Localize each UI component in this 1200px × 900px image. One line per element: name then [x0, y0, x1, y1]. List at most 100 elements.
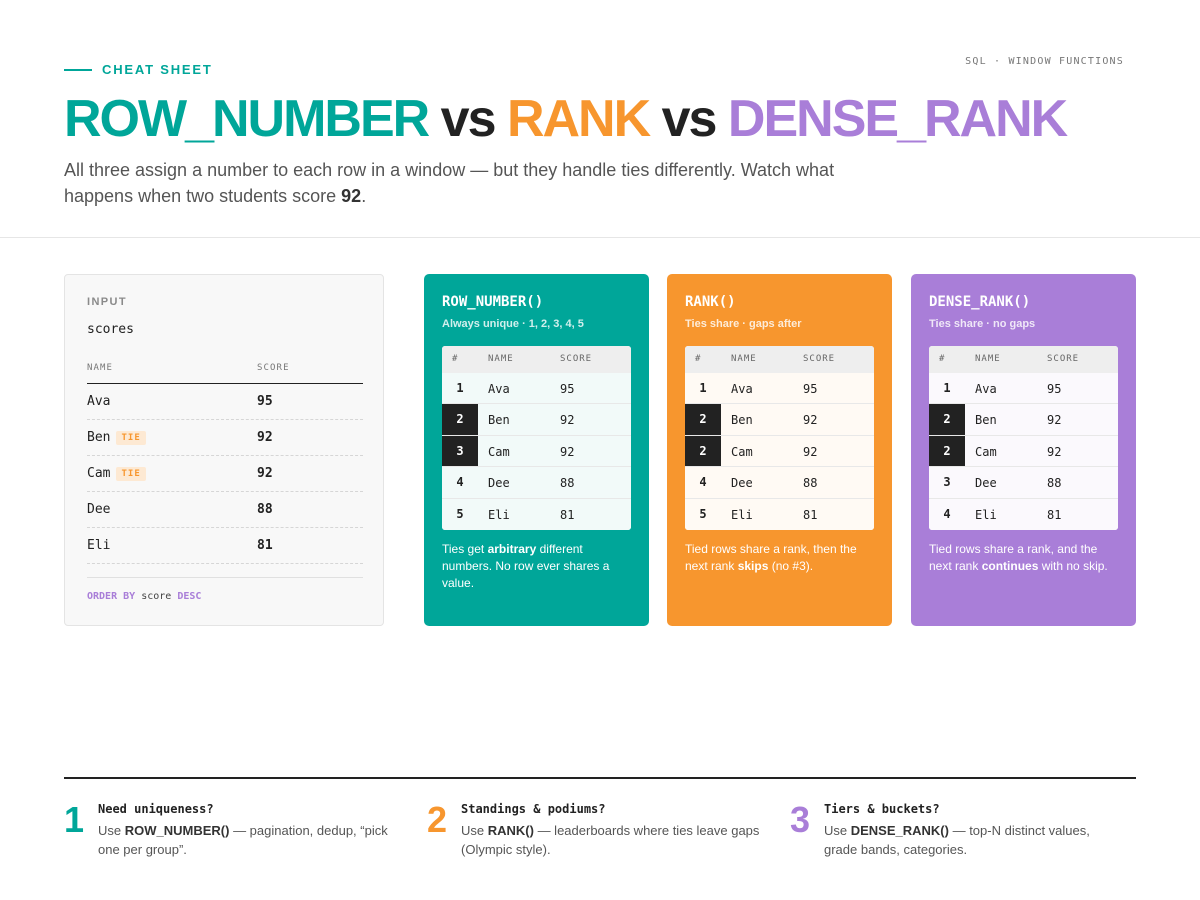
desc-text-end: (no #3). [768, 559, 814, 573]
rank-cell: 5 [699, 506, 707, 521]
desc-emphasis: continues [981, 559, 1039, 573]
result-table-header: # NAME SCORE [685, 346, 874, 373]
tip-rank: 2 Standings & podiums? Use RANK() — lead… [427, 799, 759, 870]
eyebrow-label: CHEAT SHEET [102, 62, 213, 77]
card-subtitle: Ties share · no gaps [929, 318, 1036, 330]
row-number-card: ROW_NUMBER() Always unique · 1, 2, 3, 4,… [424, 274, 649, 626]
table-row: Dee 88 [87, 492, 363, 528]
card-description: Tied rows share a rank, and the next ran… [929, 541, 1119, 575]
order-by-column: score [135, 591, 178, 602]
tip-prefix: Use [98, 823, 125, 838]
table-row: 5 Eli 81 [685, 498, 874, 530]
rank-cell: 2 [929, 435, 965, 467]
row-score: 92 [257, 466, 273, 481]
name-cell: Ben [731, 413, 753, 428]
name-cell: Eli [731, 507, 753, 522]
footer-divider [64, 777, 1136, 779]
name-cell: Ben [975, 413, 997, 428]
table-row: 2 Ben 92 [929, 404, 1118, 436]
tie-badge: TIE [116, 431, 146, 445]
table-row: Ava 95 [87, 384, 363, 420]
rank-card: RANK() Ties share · gaps after # NAME SC… [667, 274, 892, 626]
table-row: 4 Dee 88 [442, 467, 631, 499]
tie-badge: TIE [116, 467, 146, 481]
score-cell: 95 [560, 382, 575, 396]
order-by-keyword: ORDER BY [87, 591, 136, 602]
input-table-name: scores [87, 322, 134, 337]
score-cell: 81 [803, 507, 818, 522]
page-subtitle: All three assign a number to each row in… [64, 157, 854, 209]
table-row: 4 Dee 88 [685, 467, 874, 499]
desc-text-end: with no skip. [1038, 559, 1108, 573]
eyebrow-rule [64, 68, 92, 71]
result-table: # NAME SCORE 1 Ava 95 2 Ben 92 2 Cam 92 4 Dee 88… [685, 346, 874, 530]
title-vs-2: vs [649, 90, 728, 148]
row-score: 81 [257, 538, 273, 553]
name-cell: Ava [488, 382, 510, 396]
tip-number: 2 [427, 799, 448, 840]
row-name-cell: Cam TIE [87, 466, 146, 481]
rank-cell: 1 [699, 381, 707, 395]
table-row: 2 Cam 92 [929, 435, 1118, 468]
card-subtitle: Ties share · gaps after [685, 318, 802, 330]
desc-emphasis: arbitrary [487, 542, 537, 556]
desc-emphasis: skips [737, 559, 769, 573]
row-name: Cam [87, 466, 111, 481]
desc-text: Ties get [442, 542, 488, 556]
col-rank-header: # [939, 354, 946, 364]
input-divider [87, 577, 363, 578]
tip-body: Use DENSE_RANK() — top-N distinct values… [824, 821, 1124, 859]
table-row: 1 Ava 95 [929, 373, 1118, 405]
desc-text: Tied rows share a rank, then the next ra… [685, 542, 857, 573]
topic-breadcrumb: SQL · WINDOW FUNCTIONS [965, 56, 1124, 67]
table-row: Eli 81 [87, 528, 363, 564]
card-description: Ties get arbitrary different numbers. No… [442, 541, 632, 592]
input-table-header: NAME SCORE [87, 360, 363, 384]
table-row: 4 Eli 81 [929, 498, 1118, 530]
row-name: Dee [87, 502, 111, 517]
title-row-number: ROW_NUMBER [64, 90, 430, 148]
rank-cell: 2 [929, 404, 965, 435]
name-cell: Dee [975, 476, 997, 491]
name-cell: Ava [731, 382, 753, 396]
table-row: 3 Cam 92 [442, 435, 631, 468]
tip-body: Use RANK() — leaderboards where ties lea… [461, 821, 761, 859]
result-table: # NAME SCORE 1 Ava 95 2 Ben 92 3 Cam 92 4 Dee 88… [442, 346, 631, 530]
result-table: # NAME SCORE 1 Ava 95 2 Ben 92 2 Cam 92 3 Dee 88… [929, 346, 1118, 530]
score-cell: 88 [1047, 476, 1062, 491]
title-dense-rank: DENSE_RANK [727, 90, 1068, 148]
score-cell: 88 [560, 476, 575, 491]
result-table-header: # NAME SCORE [442, 346, 631, 373]
col-name-header: NAME [488, 354, 514, 364]
card-description: Tied rows share a rank, then the next ra… [685, 541, 875, 575]
row-name: Ben [87, 430, 111, 445]
rank-cell: 4 [943, 506, 951, 521]
name-cell: Cam [488, 444, 510, 459]
table-row: Cam TIE 92 [87, 456, 363, 492]
tip-body: Use ROW_NUMBER() — pagination, dedup, “p… [98, 821, 398, 859]
tip-number: 3 [790, 799, 811, 840]
table-row: 1 Ava 95 [685, 373, 874, 405]
row-name: Eli [87, 538, 111, 553]
rank-cell: 1 [943, 381, 951, 395]
header: CHEAT SHEET SQL · WINDOW FUNCTIONS ROW_N… [0, 0, 1200, 238]
card-title: DENSE_RANK() [929, 294, 1031, 310]
input-table-body: Ava 95 Ben TIE 92 Cam TIE 92 Dee 88 Eli 81 [87, 384, 363, 564]
card-subtitle: Always unique · 1, 2, 3, 4, 5 [442, 318, 584, 330]
score-cell: 92 [560, 444, 575, 459]
tip-title: Tiers & buckets? [824, 802, 940, 816]
score-cell: 95 [803, 382, 818, 396]
name-cell: Dee [488, 476, 510, 491]
col-name-header: NAME [975, 354, 1001, 364]
col-score-header: SCORE [560, 354, 593, 364]
row-score: 92 [257, 430, 273, 445]
order-desc-keyword: DESC [177, 591, 202, 602]
title-vs-1: vs [428, 90, 507, 148]
col-score-header: SCORE [803, 354, 836, 364]
table-row: 1 Ava 95 [442, 373, 631, 405]
card-title: ROW_NUMBER() [442, 294, 544, 310]
row-score: 88 [257, 502, 273, 517]
row-score: 95 [257, 394, 273, 409]
table-row: 2 Cam 92 [685, 435, 874, 468]
order-by-clause: ORDER BY score DESC [87, 591, 201, 602]
